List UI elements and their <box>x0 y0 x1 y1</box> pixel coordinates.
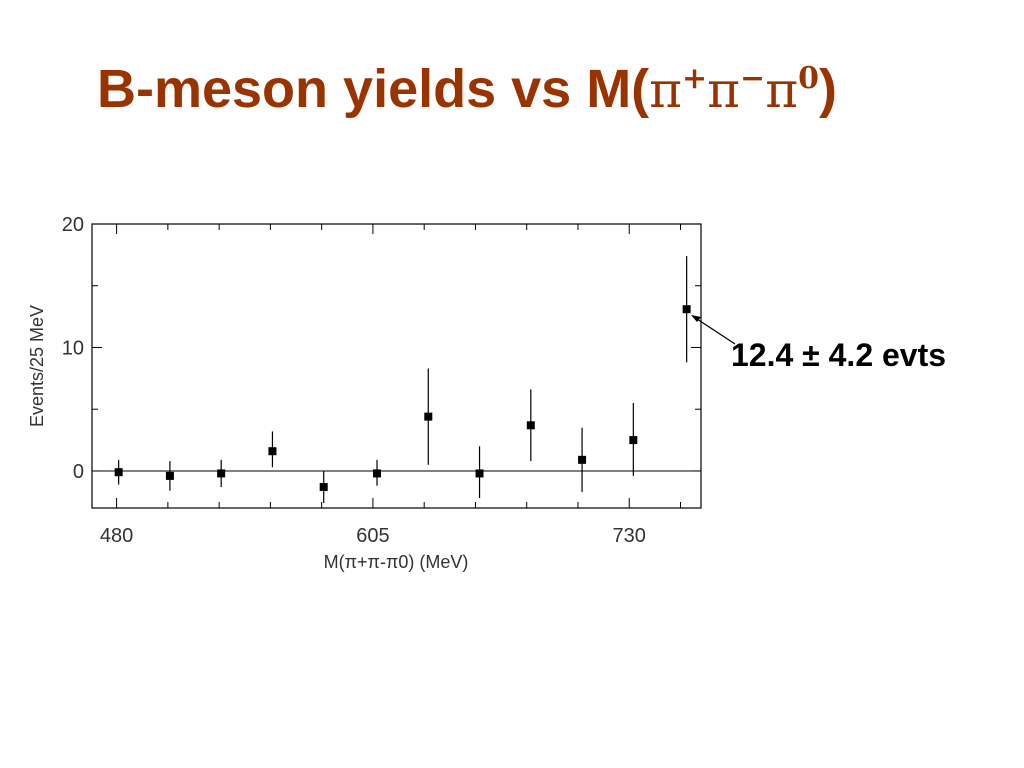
signal-annotation: 12.4 ± 4.2 evts <box>731 337 947 373</box>
data-point <box>629 436 638 445</box>
title-pi-3: π <box>765 61 799 119</box>
title-sup-plus: + <box>682 61 708 96</box>
title-pi-2: π <box>707 61 741 119</box>
data-point <box>217 469 226 478</box>
y-tick-label: 10 <box>62 337 84 359</box>
title-prefix: B-meson yields vs M( <box>97 59 650 119</box>
data-point <box>114 468 123 477</box>
data-point <box>424 412 433 421</box>
slide-title: B-meson yields vs M(π+π−π0) <box>97 62 837 116</box>
data-point <box>578 455 587 464</box>
title-pi-1: π <box>649 61 683 119</box>
x-tick-label: 730 <box>613 525 646 547</box>
data-point <box>165 471 174 480</box>
data-point <box>475 469 484 478</box>
x-tick-labels: 480 605 730 <box>100 525 646 547</box>
data-point <box>268 447 277 456</box>
data-point <box>682 305 691 314</box>
plot-frame <box>91 223 702 509</box>
axis-ticks <box>92 223 701 508</box>
annotation-arrow-line <box>693 316 736 345</box>
x-axis-label: M(π+π-π0) (MeV) <box>324 552 469 572</box>
data-point <box>373 469 382 478</box>
x-tick-label: 480 <box>100 525 133 547</box>
y-tick-label: 0 <box>73 461 84 483</box>
data-point <box>526 421 535 430</box>
data-point <box>319 483 328 492</box>
title-suffix: ) <box>818 59 837 119</box>
y-tick-labels: 0 10 20 <box>62 214 84 483</box>
y-tick-label: 20 <box>62 214 84 236</box>
data-points <box>114 256 691 504</box>
y-axis-label: Events/25 MeV <box>27 305 47 427</box>
x-tick-label: 605 <box>356 525 389 547</box>
title-sup-minus: − <box>740 61 766 96</box>
title-sup-zero: 0 <box>798 61 819 96</box>
annotation-arrow-head <box>691 315 701 322</box>
